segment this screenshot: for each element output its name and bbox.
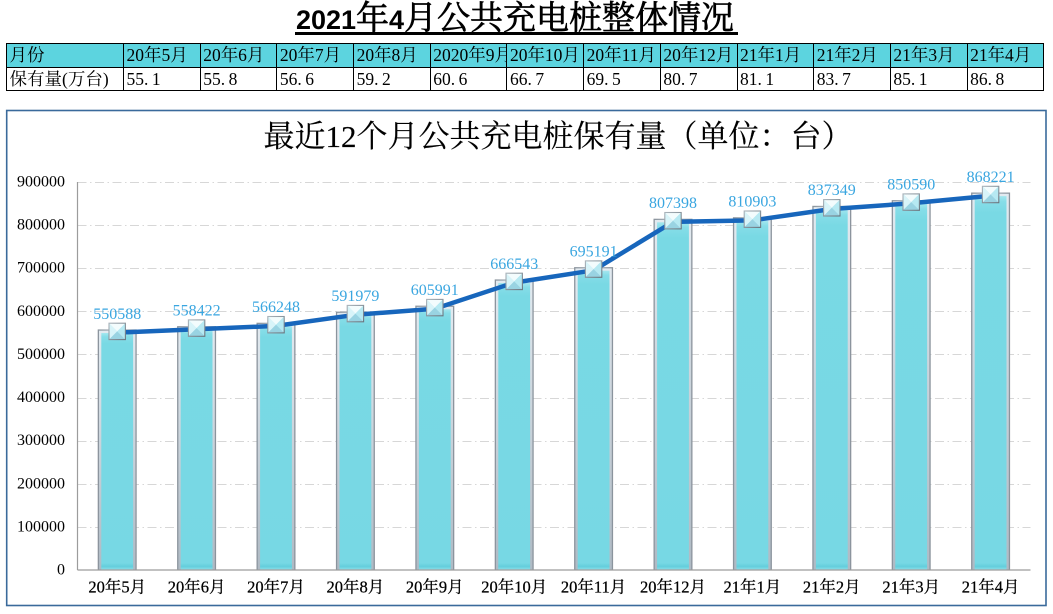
svg-text:200000: 200000	[17, 475, 65, 492]
svg-text:20年5月: 20年5月	[88, 577, 146, 597]
svg-text:605991: 605991	[411, 282, 459, 299]
svg-text:900000: 900000	[17, 174, 65, 191]
svg-text:868221: 868221	[967, 169, 1015, 186]
svg-text:20年11月: 20年11月	[561, 577, 626, 597]
svg-text:400000: 400000	[17, 389, 65, 406]
svg-text:550588: 550588	[93, 306, 141, 323]
svg-text:558422: 558422	[173, 303, 221, 320]
svg-text:21年2月: 21年2月	[803, 577, 861, 597]
svg-text:0: 0	[57, 562, 65, 579]
svg-text:21年3月: 21年3月	[882, 577, 940, 597]
svg-text:100000: 100000	[17, 518, 65, 535]
svg-text:810903: 810903	[728, 194, 776, 211]
svg-text:20年9月: 20年9月	[406, 577, 464, 597]
svg-text:21年4月: 21年4月	[962, 577, 1020, 597]
svg-text:566248: 566248	[252, 299, 300, 316]
svg-text:20年7月: 20年7月	[247, 577, 305, 597]
svg-text:666543: 666543	[490, 256, 538, 273]
svg-text:837349: 837349	[808, 182, 856, 199]
svg-text:591979: 591979	[331, 288, 379, 305]
svg-text:700000: 700000	[17, 260, 65, 277]
svg-text:807398: 807398	[649, 195, 697, 212]
svg-text:21年1月: 21年1月	[724, 577, 782, 597]
svg-text:500000: 500000	[17, 346, 65, 363]
svg-text:850590: 850590	[887, 177, 935, 194]
svg-text:300000: 300000	[17, 432, 65, 449]
svg-text:695191: 695191	[570, 244, 618, 261]
svg-text:20年6月: 20年6月	[168, 577, 226, 597]
svg-text:20年10月: 20年10月	[481, 577, 547, 597]
svg-text:600000: 600000	[17, 303, 65, 320]
svg-text:800000: 800000	[17, 217, 65, 234]
svg-text:20年12月: 20年12月	[640, 577, 706, 597]
svg-text:20年8月: 20年8月	[327, 577, 385, 597]
